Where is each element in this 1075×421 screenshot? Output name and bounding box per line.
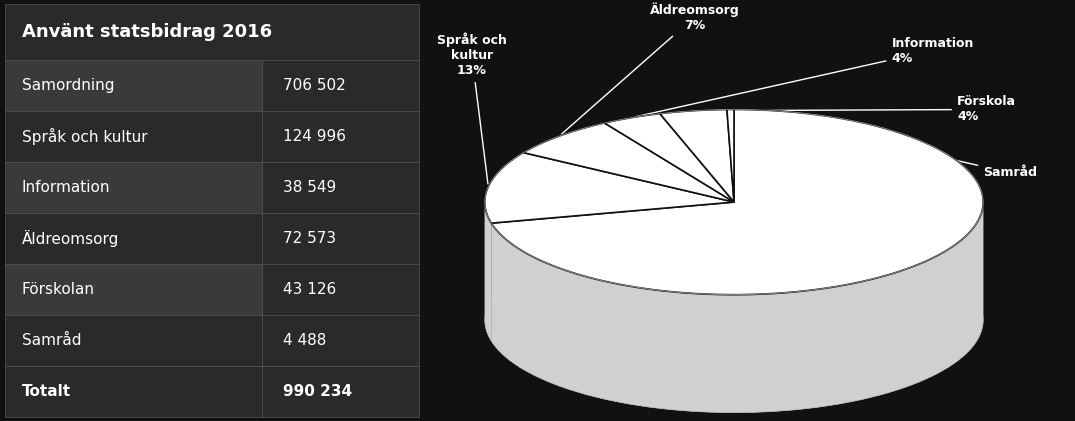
Text: Totalt: Totalt <box>22 384 71 399</box>
Text: 38 549: 38 549 <box>283 180 335 195</box>
Polygon shape <box>491 109 984 295</box>
Text: 72 573: 72 573 <box>283 231 335 246</box>
FancyBboxPatch shape <box>5 213 262 264</box>
Polygon shape <box>524 123 734 202</box>
FancyBboxPatch shape <box>262 111 419 162</box>
FancyBboxPatch shape <box>262 315 419 366</box>
Text: Samordning: Samordning <box>22 78 114 93</box>
Text: Språk och
kultur
13%: Språk och kultur 13% <box>436 32 506 184</box>
Text: 43 126: 43 126 <box>283 282 335 297</box>
FancyBboxPatch shape <box>262 213 419 264</box>
Text: 706 502: 706 502 <box>283 78 345 93</box>
Polygon shape <box>604 114 734 202</box>
Text: Samråd: Samråd <box>733 110 1037 179</box>
Polygon shape <box>727 109 734 202</box>
FancyBboxPatch shape <box>262 162 419 213</box>
Text: 124 996: 124 996 <box>283 129 346 144</box>
Text: Samråd: Samråd <box>22 333 82 348</box>
FancyBboxPatch shape <box>5 264 262 315</box>
FancyBboxPatch shape <box>262 264 419 315</box>
FancyBboxPatch shape <box>5 162 262 213</box>
Text: Äldreomsorg: Äldreomsorg <box>22 230 119 247</box>
Text: Information
4%: Information 4% <box>634 37 974 117</box>
Ellipse shape <box>485 227 984 413</box>
Text: Förskolan: Förskolan <box>22 282 95 297</box>
Polygon shape <box>485 152 734 223</box>
Polygon shape <box>491 203 984 413</box>
Text: Information: Information <box>22 180 111 195</box>
FancyBboxPatch shape <box>5 366 262 417</box>
Polygon shape <box>485 203 491 341</box>
Text: Äldreomsorg
7%: Äldreomsorg 7% <box>561 2 740 134</box>
Polygon shape <box>660 109 734 202</box>
FancyBboxPatch shape <box>5 111 262 162</box>
FancyBboxPatch shape <box>262 366 419 417</box>
FancyBboxPatch shape <box>5 315 262 366</box>
FancyBboxPatch shape <box>5 4 419 60</box>
Text: Språk och kultur: Språk och kultur <box>22 128 147 145</box>
Text: Förskola
4%: Förskola 4% <box>696 96 1016 123</box>
FancyBboxPatch shape <box>5 60 262 111</box>
Text: 990 234: 990 234 <box>283 384 352 399</box>
FancyBboxPatch shape <box>262 60 419 111</box>
Text: Använt statsbidrag 2016: Använt statsbidrag 2016 <box>22 23 272 41</box>
Text: 4 488: 4 488 <box>283 333 326 348</box>
